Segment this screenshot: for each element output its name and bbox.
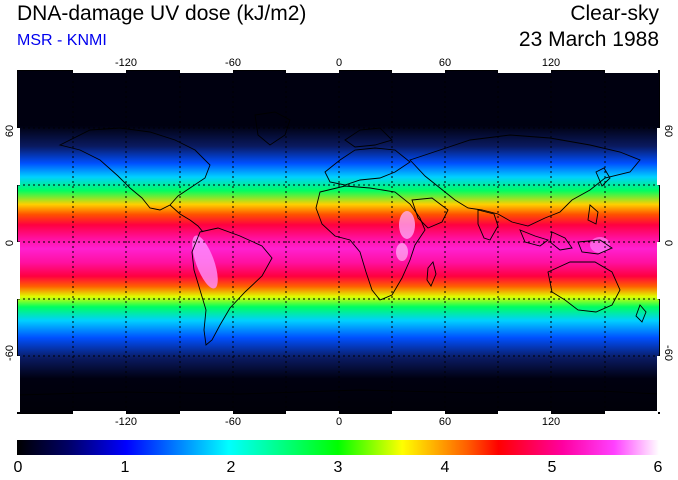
colorbar-label: 3 — [333, 459, 343, 476]
colorbar-label: 0 — [13, 459, 23, 476]
frame-ticks — [17, 70, 660, 414]
lon-tick-bottom: -60 — [225, 416, 241, 428]
lon-tick-top: -120 — [114, 57, 138, 69]
sky-condition: Clear-sky — [570, 2, 659, 25]
lon-tick-bottom: 0 — [335, 416, 343, 428]
map-title: DNA-damage UV dose (kJ/m2) — [17, 2, 307, 25]
map-date: 23 March 1988 — [518, 28, 659, 51]
lon-tick-bottom: -120 — [114, 416, 138, 428]
source-label: MSR - KNMI — [17, 32, 107, 49]
colorbar — [17, 440, 659, 455]
east-africa-highlight — [399, 211, 415, 239]
lakes-highlight — [396, 243, 408, 261]
lon-tick-bottom: 60 — [438, 416, 452, 428]
lon-tick-top: -60 — [225, 57, 241, 69]
graticule — [18, 71, 659, 413]
colorbar-label: 5 — [547, 459, 557, 476]
coastlines — [18, 111, 659, 396]
colorbar-label: 6 — [653, 459, 663, 476]
lon-tick-top: 120 — [541, 57, 561, 69]
lon-tick-top: 0 — [335, 57, 343, 69]
colorbar-label: 2 — [226, 459, 236, 476]
lon-tick-top: 60 — [438, 57, 452, 69]
colorbar-label: 4 — [440, 459, 450, 476]
colorbar-label: 1 — [120, 459, 130, 476]
lon-tick-bottom: 120 — [541, 416, 561, 428]
andes-highlight — [192, 235, 218, 289]
